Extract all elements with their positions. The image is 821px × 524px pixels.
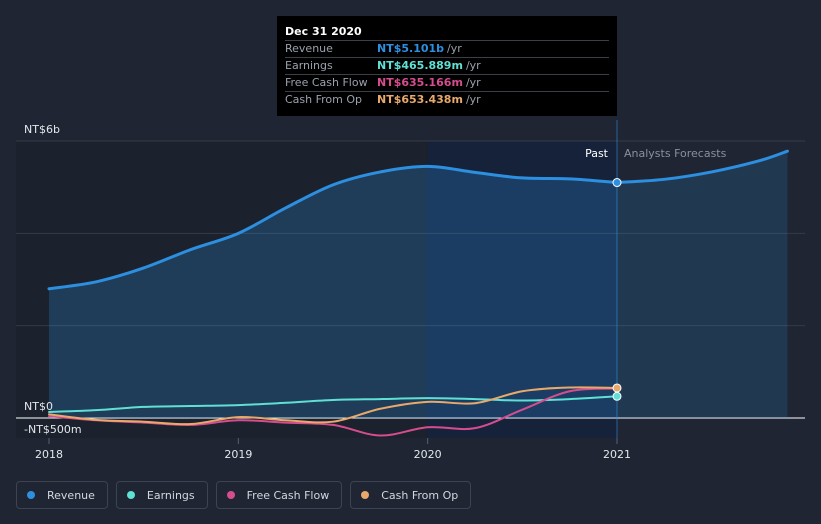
cash-from-op-marker xyxy=(612,383,622,393)
tooltip-value: NT$635.166m xyxy=(377,76,463,89)
tooltip-label: Free Cash Flow xyxy=(285,76,368,89)
y-tick-label: NT$0 xyxy=(24,400,53,413)
cash-from-op-line xyxy=(48,386,618,426)
tooltip-unit: /yr xyxy=(465,59,481,72)
tooltip-value: NT$653.438m xyxy=(377,93,463,106)
legend-dot-icon xyxy=(126,491,135,499)
past-label: Past xyxy=(585,147,609,160)
forecast-label: Analysts Forecasts xyxy=(624,147,727,160)
tooltip-date: Dec 31 2020 xyxy=(285,25,362,38)
tooltip-value: NT$5.101b xyxy=(377,42,445,55)
tooltip-unit: /yr xyxy=(465,76,481,89)
legend-label: Cash From Op xyxy=(381,488,459,502)
y-tick-label: -NT$500m xyxy=(24,423,82,436)
revenue-line xyxy=(47,164,619,291)
legend-revenue-button[interactable]: Revenue xyxy=(16,481,108,509)
tooltip-row-revenue: Revenue NT$5.101b /yr xyxy=(285,40,609,57)
legend-earnings-button[interactable]: Earnings xyxy=(115,481,208,509)
x-tick-label: 2021 xyxy=(603,448,631,461)
y-tick-label: NT$6b xyxy=(24,123,60,136)
chart-legend: Revenue Earnings Free Cash Flow Cash Fro… xyxy=(16,481,472,509)
legend-dot-icon xyxy=(361,491,370,499)
x-tick-label: 2018 xyxy=(35,448,63,461)
legend-label: Revenue xyxy=(47,488,95,502)
legend-dot-icon xyxy=(27,491,35,499)
x-tick-label: 2019 xyxy=(224,448,252,461)
tooltip-label: Earnings xyxy=(285,59,333,72)
revenue-marker xyxy=(612,178,622,188)
legend-dot-icon xyxy=(226,491,235,499)
tooltip-row-earnings: Earnings NT$465.889m /yr xyxy=(285,57,609,74)
revenue-area xyxy=(49,166,617,418)
revenue-forecast-area xyxy=(617,151,788,418)
x-tick-label: 2020 xyxy=(414,448,442,461)
legend-cash-from-op-button[interactable]: Cash From Op xyxy=(350,481,472,509)
legend-label: Earnings xyxy=(146,488,195,502)
tooltip-row-cash-from-op: Cash From Op NT$653.438m /yr xyxy=(285,91,609,108)
tooltip-row-free-cash-flow: Free Cash Flow NT$635.166m /yr xyxy=(285,74,609,91)
earnings-marker xyxy=(612,391,622,401)
tooltip-unit: /yr xyxy=(465,93,481,106)
legend-free-cash-flow-button[interactable]: Free Cash Flow xyxy=(215,481,343,509)
data-tooltip: Dec 31 2020 Revenue NT$5.101b /yr Earnin… xyxy=(277,16,617,116)
tooltip-label: Cash From Op xyxy=(285,93,363,106)
tooltip-unit: /yr xyxy=(447,42,462,55)
legend-label: Free Cash Flow xyxy=(246,488,330,502)
tooltip-label: Revenue xyxy=(285,42,333,55)
earnings-line xyxy=(48,395,618,413)
tooltip-value: NT$465.889m xyxy=(377,59,463,72)
revenue-forecast-line xyxy=(615,149,789,185)
